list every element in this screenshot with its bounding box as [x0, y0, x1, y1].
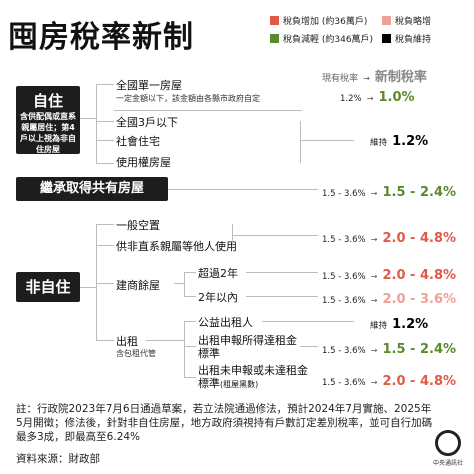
- header-arrow: →: [363, 74, 370, 83]
- rate-old: 維持: [370, 138, 388, 148]
- rate-old: 1.2%: [340, 94, 362, 104]
- rate-new: 2.0 - 4.8%: [382, 268, 457, 283]
- inherit-rate: 1.5 - 3.6% → 1.5 - 2.4%: [322, 185, 457, 200]
- rate-old: 維持: [370, 321, 388, 331]
- self-use-item-social-housing: 社會住宅: [116, 135, 160, 148]
- non-self-within-2-rate: 1.5 - 3.6% → 2.0 - 3.6%: [322, 292, 457, 307]
- cna-logo-icon: [435, 430, 461, 456]
- self-use-item-3-or-less: 全國3戶以下: [116, 116, 178, 129]
- rate-old: 1.5 - 3.6%: [322, 346, 366, 356]
- legend-label-keep: 稅負維持: [395, 35, 432, 45]
- non-self-item-rent-sub: 含包租代管: [116, 349, 156, 358]
- legend-item-keep: 稅負維持: [382, 32, 431, 45]
- non-self-item-family: 供非直系親屬等他人使用: [116, 240, 237, 253]
- non-self-item-builder: 建商餘屋: [116, 279, 160, 292]
- rate-new: 1.2%: [392, 134, 429, 149]
- category-non-self-use-title: 非自住: [25, 278, 71, 296]
- legend-swatch-keep: [382, 34, 391, 43]
- legend-item-decrease: 稅負減輕 (約346萬戶): [270, 32, 373, 45]
- rate-new: 2.0 - 4.8%: [382, 231, 457, 246]
- rate-old: 1.5 - 3.6%: [322, 378, 366, 388]
- rate-old: 1.5 - 3.6%: [322, 235, 366, 245]
- category-self-use: 自住 含供配偶或直系親屬居住；第4戶以上視為非自住房屋: [16, 86, 80, 154]
- legend-swatch-slight: [382, 16, 391, 25]
- non-self-over-2-rate: 1.5 - 3.6% → 2.0 - 4.8%: [322, 268, 457, 283]
- rate-old: 1.5 - 3.6%: [322, 272, 366, 282]
- legend-item-increase: 稅負增加 (約36萬戶): [270, 14, 367, 27]
- non-self-item-rent: 出租: [116, 335, 138, 348]
- non-self-item-within-2-years: 2年以內: [198, 291, 238, 304]
- rate-old: 1.5 - 3.6%: [322, 296, 366, 306]
- non-self-item-vacant: 一般空置: [116, 219, 160, 232]
- rate-new: 1.2%: [392, 317, 429, 332]
- category-inherit-title: 繼承取得共有房屋: [39, 181, 144, 196]
- cna-logo: 中央通訊社: [428, 430, 468, 467]
- rate-column-header: 現有稅率 → 新制稅率: [322, 66, 427, 85]
- footnote: 註：行政院2023年7月6日通過草案，若立法院通過修法，預計2024年7月實施、…: [16, 403, 433, 443]
- non-self-rent-undeclared-rate: 1.5 - 3.6% → 2.0 - 4.8%: [322, 374, 457, 389]
- legend-item-slight: 稅負略增: [382, 14, 431, 27]
- category-non-self-use: 非自住: [16, 272, 80, 302]
- source: 資料來源：財政部: [16, 453, 100, 465]
- self-use-single-house-rate: 1.2% → 1.0%: [340, 90, 415, 105]
- rate-old: 1.5 - 3.6%: [322, 189, 366, 199]
- non-self-item-rent-declared: 出租申報所得達租金標準: [198, 334, 297, 360]
- header-current-rate: 現有稅率: [322, 74, 359, 84]
- self-use-item-usage-right: 使用權房屋: [116, 156, 171, 169]
- non-self-rent-declared-rate: 1.5 - 3.6% → 1.5 - 2.4%: [322, 342, 457, 357]
- legend-label-decrease: 稅負減輕 (約346萬戶): [283, 35, 374, 45]
- rate-new: 1.0%: [378, 90, 415, 105]
- rate-new: 2.0 - 3.6%: [382, 292, 457, 307]
- category-inherit: 繼承取得共有房屋: [16, 177, 168, 201]
- non-self-item-over-2-years: 超過2年: [198, 267, 238, 280]
- rate-new: 1.5 - 2.4%: [382, 185, 457, 200]
- category-self-use-title: 自住: [32, 92, 63, 110]
- header-new-rate: 新制稅率: [374, 70, 427, 85]
- category-self-use-desc: 含供配偶或直系親屬居住；第4戶以上視為非自住房屋: [20, 112, 76, 154]
- self-use-item-single-house-sub: 一定金額以下，該金額由各縣市政府自定: [116, 94, 260, 103]
- rate-new: 2.0 - 4.8%: [382, 374, 457, 389]
- non-self-vacant-rate: 1.5 - 3.6% → 2.0 - 4.8%: [322, 231, 457, 246]
- self-use-keep-rate: 維持 1.2%: [370, 130, 428, 149]
- rate-new: 1.5 - 2.4%: [382, 342, 457, 357]
- legend-swatch-decrease: [270, 34, 279, 43]
- self-use-item-single-house: 全國單一房屋: [116, 79, 182, 92]
- non-self-item-public-rent: 公益出租人: [198, 316, 253, 329]
- cna-logo-text: 中央通訊社: [432, 460, 463, 467]
- non-self-item-rent-undeclared: 出租未申報或未達租金標準(租屋黑數): [198, 364, 312, 391]
- rent-undeclared-extra: (租屋黑數): [220, 380, 259, 389]
- legend-label-increase: 稅負增加 (約36萬戶): [283, 17, 368, 27]
- legend-label-slight: 稅負略增: [395, 17, 432, 27]
- legend-swatch-increase: [270, 16, 279, 25]
- rent-undeclared-label: 出租未申報或未達租金標準: [198, 364, 308, 390]
- non-self-public-rent-rate: 維持 1.2%: [370, 313, 428, 332]
- page-title: 囤房稅率新制: [8, 20, 194, 55]
